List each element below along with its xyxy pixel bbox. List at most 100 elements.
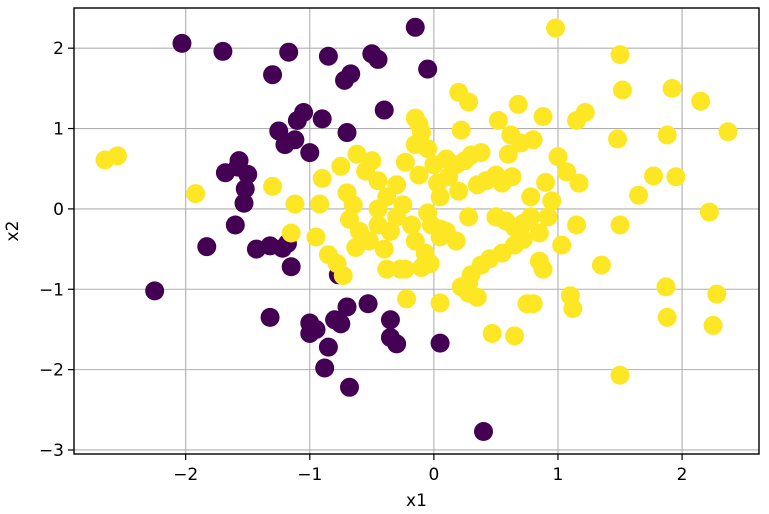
class-0-point xyxy=(300,323,320,343)
class-1-point xyxy=(508,94,528,114)
class-1-point xyxy=(569,173,589,193)
class-1-point xyxy=(666,167,686,187)
x-axis-label: x1 xyxy=(406,491,427,511)
class-1-point xyxy=(662,78,682,98)
class-0-point xyxy=(281,257,301,277)
class-0-point xyxy=(228,157,248,177)
class-1-point xyxy=(691,91,711,111)
class-0-point xyxy=(197,237,217,257)
class-1-point xyxy=(387,175,407,195)
class-1-point xyxy=(377,259,397,279)
class-1-point xyxy=(538,207,558,227)
class-1-point xyxy=(449,181,469,201)
class-0-point xyxy=(213,41,233,61)
class-1-point xyxy=(482,323,502,343)
class-1-point xyxy=(395,152,415,172)
class-0-point xyxy=(368,49,388,69)
class-1-point xyxy=(523,130,543,150)
y-tick-label: 0 xyxy=(53,200,64,220)
class-1-point xyxy=(374,239,394,259)
axis-ticks: −2 −1 0 1 2 −3 −2 −1 0 1 2 xyxy=(39,39,688,485)
class-0-point xyxy=(325,310,345,330)
y-tick-label: 2 xyxy=(53,39,64,59)
class-1-point xyxy=(703,315,723,335)
class-1-point xyxy=(488,111,508,131)
class-1-point xyxy=(411,258,431,278)
class-1-point xyxy=(397,289,417,309)
y-tick-label: −2 xyxy=(39,361,64,381)
class-1-point xyxy=(409,165,429,185)
class-1-point xyxy=(263,176,283,196)
class-0-point xyxy=(337,123,357,143)
class-1-point xyxy=(362,151,382,171)
class-1-point xyxy=(610,215,630,235)
class-1-point xyxy=(186,184,206,204)
class-1-point xyxy=(306,227,326,247)
class-1-point xyxy=(310,194,330,214)
class-1-point xyxy=(446,231,466,251)
class-1-point xyxy=(449,82,469,102)
y-tick-label: 1 xyxy=(53,120,64,140)
class-0-point xyxy=(430,333,450,353)
class-1-point xyxy=(699,202,719,222)
class-1-point xyxy=(521,187,541,207)
class-1-point xyxy=(563,299,583,319)
x-tick-label: −2 xyxy=(173,465,198,485)
class-1-point xyxy=(380,221,400,241)
class-1-point xyxy=(107,146,127,166)
class-1-point xyxy=(459,283,479,303)
class-0-point xyxy=(300,143,320,163)
class-1-point xyxy=(459,207,479,227)
class-1-point xyxy=(521,207,541,227)
x-tick-label: 0 xyxy=(428,465,439,485)
class-1-point xyxy=(707,284,727,304)
class-1-point xyxy=(575,102,595,122)
class-1-point xyxy=(331,156,351,176)
data-points xyxy=(95,17,738,441)
class-1-point xyxy=(418,139,438,159)
class-1-point xyxy=(387,207,407,227)
class-1-point xyxy=(533,106,553,126)
class-1-point xyxy=(542,191,562,211)
class-1-point xyxy=(498,144,518,164)
class-1-point xyxy=(505,326,525,346)
x-tick-label: 2 xyxy=(677,465,688,485)
class-0-point xyxy=(318,337,338,357)
class-1-point xyxy=(343,195,363,215)
class-0-point xyxy=(474,421,494,441)
class-0-point xyxy=(285,130,305,150)
class-1-point xyxy=(368,171,388,191)
class-1-point xyxy=(471,143,491,163)
class-1-point xyxy=(285,194,305,214)
y-tick-label: −1 xyxy=(39,280,64,300)
plot-area-frame xyxy=(73,7,760,455)
class-0-point xyxy=(263,65,283,85)
class-1-point xyxy=(610,365,630,385)
class-0-point xyxy=(380,310,400,330)
class-1-point xyxy=(610,45,630,65)
class-1-point xyxy=(545,18,565,38)
class-1-point xyxy=(430,293,450,313)
class-0-point xyxy=(260,307,280,327)
class-1-point xyxy=(718,122,738,142)
class-1-point xyxy=(629,185,649,205)
class-0-point xyxy=(387,334,407,354)
class-1-point xyxy=(281,223,301,243)
class-1-point xyxy=(557,162,577,182)
class-0-point xyxy=(337,297,357,317)
class-1-point xyxy=(644,166,664,186)
class-1-point xyxy=(395,259,415,279)
class-1-point xyxy=(439,167,459,187)
x-tick-label: −1 xyxy=(297,465,322,485)
y-axis-label: x2 xyxy=(3,221,23,242)
x-tick-label: 1 xyxy=(553,465,564,485)
class-0-point xyxy=(405,17,425,37)
class-1-point xyxy=(591,255,611,275)
class-0-point xyxy=(145,281,165,301)
class-1-point xyxy=(502,167,522,187)
class-0-point xyxy=(358,294,378,314)
class-1-point xyxy=(656,277,676,297)
class-0-point xyxy=(315,358,335,378)
class-1-point xyxy=(359,231,379,251)
class-1-point xyxy=(657,307,677,327)
